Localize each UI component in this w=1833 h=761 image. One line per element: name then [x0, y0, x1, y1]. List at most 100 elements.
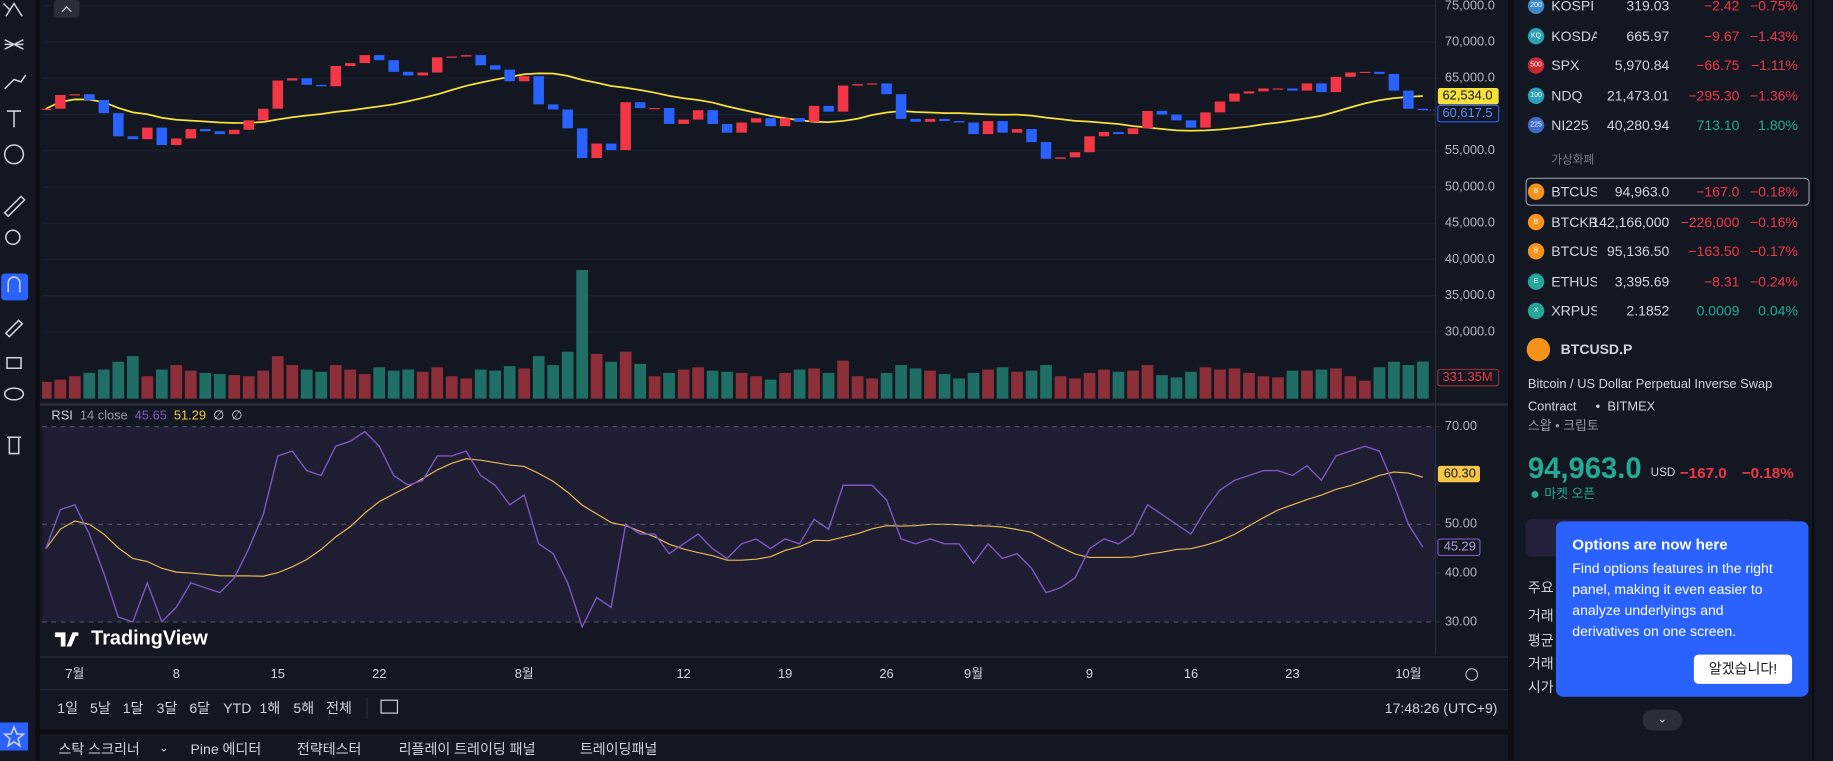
candle	[84, 94, 95, 101]
volume-bar	[141, 376, 154, 399]
row-symbol[interactable]: BTCUSD	[1551, 183, 1597, 200]
icon-brush[interactable]	[4, 74, 27, 90]
range-button[interactable]: 3달	[156, 700, 178, 717]
bottom-tabs	[39, 734, 1509, 761]
icon-zoom[interactable]	[5, 229, 21, 246]
row-change: −8.31	[1703, 273, 1740, 290]
row-change: −66.75	[1696, 57, 1740, 74]
y-tick-label: 35,000.0	[1445, 287, 1495, 302]
range-button[interactable]: 5날	[90, 700, 111, 717]
candle	[707, 110, 718, 124]
popup-button[interactable]: 알겠습니다!	[1693, 654, 1793, 684]
candle	[852, 84, 863, 86]
y-tick-label: 40,000.0	[1445, 251, 1495, 266]
expand-button[interactable]: ⌄	[1642, 709, 1683, 731]
x-tick-label: 26	[879, 666, 893, 681]
row-icon: B	[1527, 183, 1545, 200]
volume-bar	[851, 376, 864, 399]
candle	[1301, 83, 1313, 91]
range-button[interactable]: 6달	[189, 700, 211, 717]
bottom-tab[interactable]: 리플레이 트레이딩 패널	[398, 741, 536, 758]
row-symbol[interactable]: BTCKRW	[1551, 213, 1597, 230]
volume-bar	[1156, 375, 1168, 399]
icon-fib[interactable]	[4, 39, 24, 50]
candle	[1084, 136, 1095, 153]
row-symbol[interactable]: XRPUSD	[1551, 303, 1597, 320]
candle	[1345, 72, 1356, 77]
icon-eye[interactable]	[3, 387, 25, 401]
icon-cross[interactable]	[2, 2, 23, 17]
candle	[895, 94, 907, 119]
icon-magnet-bg[interactable]	[1, 273, 29, 301]
row-price: 665.97	[1626, 27, 1670, 44]
volume-bar	[808, 368, 820, 399]
row-symbol[interactable]: KOSPI	[1551, 0, 1595, 15]
candle	[1156, 110, 1168, 115]
row-symbol[interactable]: SPX	[1551, 57, 1580, 74]
icon-ruler[interactable]	[3, 195, 26, 218]
volume-bar	[1243, 372, 1255, 399]
row-price: 3,395.69	[1614, 273, 1670, 290]
bottom-tab[interactable]: Pine 에디터	[190, 741, 262, 758]
volume-bar	[1214, 369, 1226, 399]
volume-bar	[155, 369, 168, 399]
row-symbol[interactable]: NI225	[1551, 117, 1589, 134]
volume-bar	[938, 374, 951, 399]
candle	[113, 113, 124, 137]
moving-average	[45, 72, 1423, 132]
volume-bar	[880, 372, 893, 399]
section-title: 가상화폐	[1551, 154, 1595, 168]
row-symbol[interactable]: ETHUSD	[1551, 273, 1597, 290]
bottom-tab[interactable]: 트레이딩패널	[579, 741, 658, 758]
volume-bar	[1359, 380, 1371, 399]
x-tick-label: 19	[778, 666, 792, 681]
volume-bar	[1417, 361, 1429, 399]
icon-star[interactable]	[2, 725, 26, 748]
row-icon: KQ	[1527, 27, 1545, 44]
candle	[982, 121, 994, 135]
row-symbol[interactable]: NDQ	[1551, 87, 1583, 104]
bottom-tab[interactable]: 전략테스터	[296, 741, 362, 758]
row-price: 40,280.94	[1606, 117, 1670, 134]
bottom-tab[interactable]: 스탁 스크리너	[58, 741, 140, 758]
contract: Contract	[1527, 399, 1577, 414]
row-price: 142,166,000	[1591, 213, 1670, 230]
icon-trash[interactable]	[7, 436, 22, 455]
rsi-header: 14 close	[80, 408, 128, 423]
volume-bar	[344, 369, 357, 399]
volume-bar	[866, 378, 878, 399]
icon-lock[interactable]	[6, 356, 22, 369]
volume-bar	[1083, 372, 1096, 399]
candle	[1272, 88, 1284, 90]
candle	[765, 118, 776, 127]
row-icon: E	[1527, 273, 1545, 290]
range-button[interactable]: 5해	[293, 700, 315, 717]
icon-magnet[interactable]	[7, 276, 21, 293]
volume-bar	[460, 378, 473, 399]
candle	[257, 108, 269, 121]
volume-bar	[42, 381, 52, 399]
candle	[576, 128, 588, 159]
range-button[interactable]: 1일	[57, 700, 78, 717]
candle	[562, 109, 573, 129]
y-tick-label: 65,000.0	[1445, 70, 1495, 85]
replay-icon	[380, 699, 399, 714]
icon-pencil[interactable]	[4, 319, 24, 338]
candle	[1229, 93, 1240, 102]
candle	[301, 78, 313, 85]
range-button[interactable]: 1해	[259, 700, 281, 717]
candle	[243, 120, 255, 130]
range-button[interactable]: 1달	[122, 700, 144, 717]
row-symbol[interactable]: KOSDAQ	[1551, 27, 1597, 44]
candle	[156, 127, 168, 146]
plot-area	[42, 5, 1436, 629]
symbol: BTCUSD.P	[1560, 341, 1633, 358]
icon-emoji[interactable]	[3, 144, 25, 165]
rsi-line	[45, 430, 1424, 629]
range-button[interactable]: 전체	[326, 700, 352, 717]
x-tick-label: 12	[676, 666, 690, 681]
range-button[interactable]: YTD	[223, 700, 252, 717]
row-symbol[interactable]: BTCUSD	[1551, 243, 1597, 260]
icon-text[interactable]	[7, 110, 22, 128]
